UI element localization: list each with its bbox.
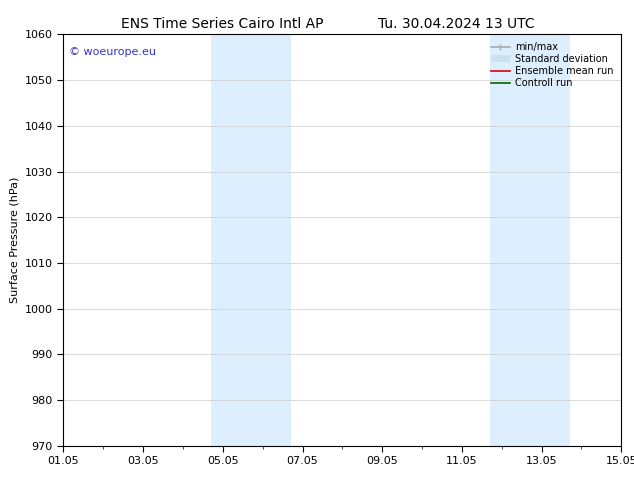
Y-axis label: Surface Pressure (hPa): Surface Pressure (hPa) [10,177,19,303]
Text: ENS Time Series Cairo Intl AP: ENS Time Series Cairo Intl AP [120,17,323,31]
Text: © woeurope.eu: © woeurope.eu [69,47,156,57]
Legend: min/max, Standard deviation, Ensemble mean run, Controll run: min/max, Standard deviation, Ensemble me… [488,39,616,91]
Bar [211,34,290,446]
Text: Tu. 30.04.2024 13 UTC: Tu. 30.04.2024 13 UTC [378,17,535,31]
Bar [490,34,569,446]
